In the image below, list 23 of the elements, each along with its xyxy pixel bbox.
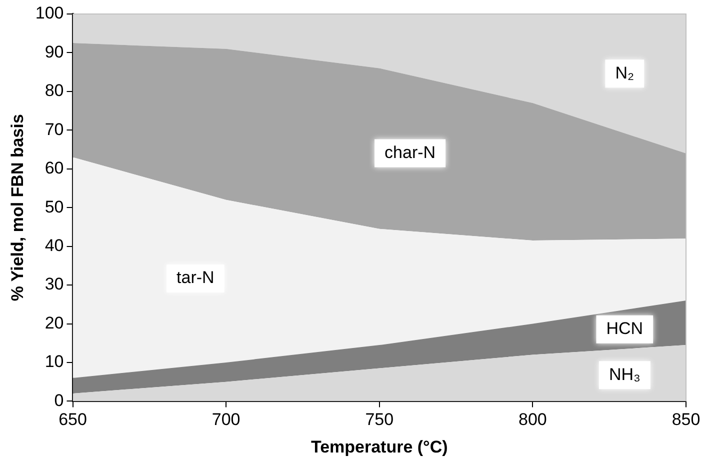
y-tick-label: 0 <box>54 390 64 410</box>
y-tick-label: 50 <box>44 197 64 216</box>
y-tick-label: 100 <box>35 4 64 23</box>
y-axis-title: % Yield, mol FBN basis <box>8 114 27 302</box>
x-tick-label: 850 <box>672 410 700 430</box>
y-tick-label: 80 <box>44 81 64 100</box>
y-tick-label: 20 <box>44 313 64 332</box>
y-tick-label: 10 <box>44 352 64 372</box>
series-label: char-N <box>384 142 436 162</box>
x-tick-label: 750 <box>365 410 394 430</box>
y-tick-label: 60 <box>44 158 64 178</box>
x-tick-label: 650 <box>58 410 87 430</box>
series-label: HCN <box>606 319 644 338</box>
x-axis-title: Temperature (°C) <box>310 437 448 456</box>
x-tick-label: 800 <box>518 410 547 430</box>
series-label: tar-N <box>176 268 214 288</box>
y-tick-label: 70 <box>44 120 64 139</box>
series-label: NH₃ <box>608 364 640 384</box>
x-tick-label: 700 <box>212 410 240 430</box>
y-tick-label: 40 <box>44 236 64 256</box>
y-tick-label: 90 <box>44 42 64 62</box>
series-label: N₂ <box>615 63 634 82</box>
y-tick-label: 30 <box>44 274 64 294</box>
